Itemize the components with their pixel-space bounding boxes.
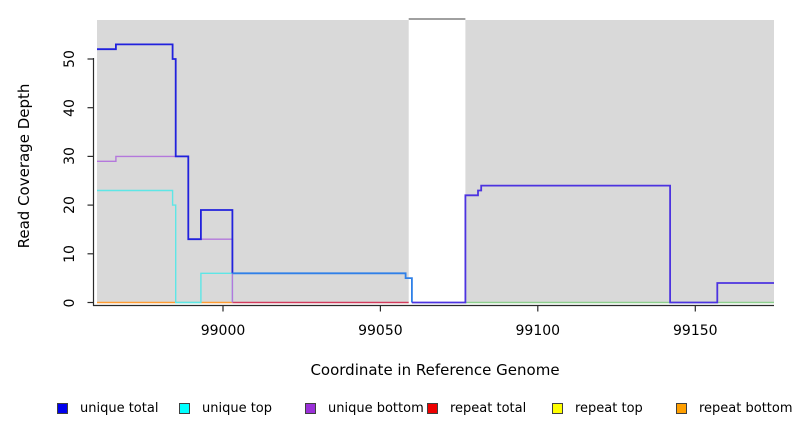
x-tick-label: 99050 [358,323,403,339]
y-tick-label: 50 [62,50,78,68]
y-tick-label: 20 [62,196,78,215]
legend-item-unique-top: unique top [179,400,273,416]
unique-bottom-swatch [305,402,316,414]
legend-label: repeat total [450,400,527,416]
x-tick-label: 99100 [515,323,561,339]
y-tick-label: 10 [62,244,78,263]
series-unique-top [97,189,234,304]
x-tick-label: 99150 [673,323,718,339]
repeat-bottom-swatch [676,402,687,414]
repeat-total-swatch [427,402,438,414]
unique-total-swatch [57,402,68,414]
legend-item-unique-total: unique total [57,400,159,416]
series-unique-total-right [411,184,774,304]
legend-label: unique bottom [328,400,424,416]
y-axis-label: Read Coverage Depth [15,83,33,249]
legend-item-repeat-total: repeat total [427,400,527,416]
y-tick-label: 0 [62,298,78,307]
unique-top-swatch [179,402,190,414]
masked-region [408,20,466,303]
legend-item-repeat-bottom: repeat bottom [676,400,792,416]
x-axis-label: Coordinate in Reference Genome [310,361,560,379]
x-tick-label: 99000 [200,323,246,339]
legend-label: repeat top [575,400,643,416]
legend-item-repeat-top: repeat top [552,400,643,416]
series-unique-total-mid [232,272,413,303]
y-tick-label: 30 [62,147,78,166]
legend-label: unique total [80,400,159,416]
y-tick-label: 40 [62,98,78,117]
legend-item-unique-bottom: unique bottom [305,400,424,416]
legend-label: unique top [202,400,273,416]
repeat-top-swatch [552,402,563,414]
legend-label: repeat bottom [699,400,792,416]
series-unique-total-left [97,43,234,274]
